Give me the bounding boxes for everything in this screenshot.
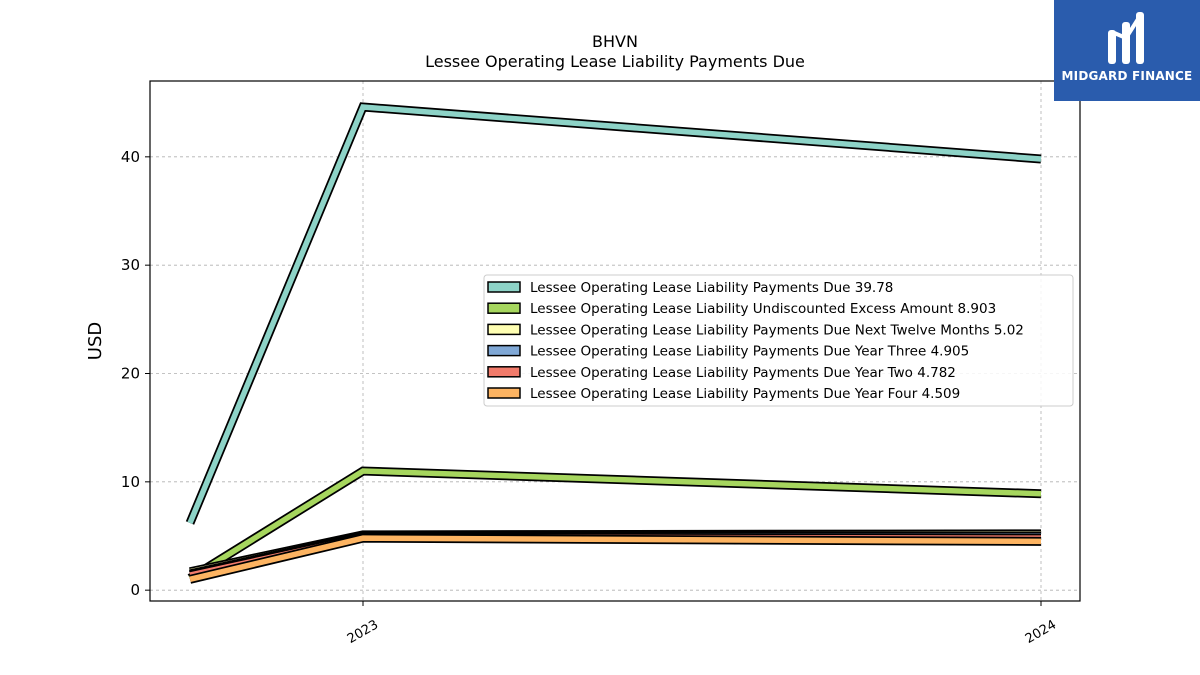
y-tick-label: 0 [130, 581, 140, 599]
midgard-finance-logo: MIDGARD FINANCE [1054, 0, 1200, 101]
y-axis: 0 10 20 30 40 [121, 148, 150, 599]
x-tick-label: 2024 [1023, 617, 1059, 647]
legend-entry: Lessee Operating Lease Liability Payment… [530, 322, 1024, 338]
chart-subtitle: Lessee Operating Lease Liability Payment… [425, 52, 805, 71]
legend-swatch [487, 366, 521, 378]
legend-entry: Lessee Operating Lease Liability Undisco… [530, 301, 996, 317]
chart-title: BHVN [592, 32, 638, 51]
legend-swatch [487, 302, 521, 314]
legend-entry: Lessee Operating Lease Liability Payment… [530, 344, 969, 360]
series-line [187, 104, 1042, 525]
legend-entry: Lessee Operating Lease Liability Payment… [530, 280, 893, 296]
legend: Lessee Operating Lease Liability Payment… [483, 274, 1074, 407]
x-tick-label: 2023 [345, 617, 381, 647]
y-axis-label: USD [85, 322, 106, 360]
legend-entry: Lessee Operating Lease Liability Payment… [530, 365, 956, 381]
legend-swatch [487, 281, 521, 293]
logo-text: MIDGARD FINANCE [1061, 69, 1193, 83]
logo-mark-icon [1108, 12, 1144, 64]
plot-frame [149, 80, 1081, 602]
series-lines [185, 102, 1042, 584]
legend-box [483, 274, 1074, 407]
legend-swatch [487, 344, 521, 357]
series-line-outline [188, 533, 1042, 584]
y-tick-label: 40 [121, 148, 140, 166]
y-tick-label: 10 [121, 473, 140, 491]
y-tick-label: 20 [121, 365, 140, 383]
legend-swatch [487, 323, 521, 336]
series-line [189, 535, 1042, 583]
y-tick-label: 30 [121, 256, 140, 274]
x-axis: 2023 2024 [345, 601, 1059, 647]
legend-swatch [487, 387, 521, 399]
series-line [188, 468, 1042, 581]
legend-entry: Lessee Operating Lease Liability Payment… [530, 386, 960, 402]
